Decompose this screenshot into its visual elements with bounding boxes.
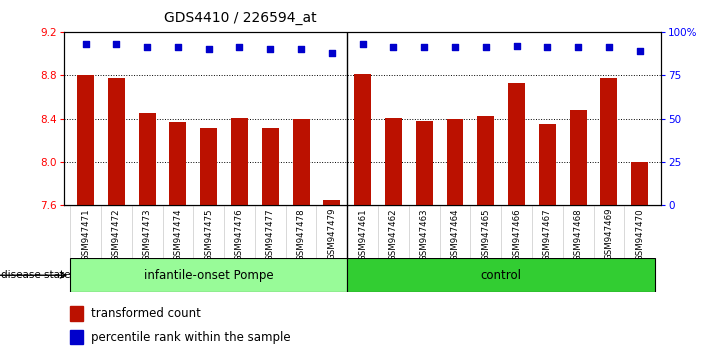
Bar xyxy=(70,330,83,344)
Text: GSM947479: GSM947479 xyxy=(327,208,336,261)
Point xyxy=(419,45,430,50)
Text: GSM947472: GSM947472 xyxy=(112,208,121,261)
Point xyxy=(295,46,306,52)
Bar xyxy=(416,121,433,205)
Text: GSM947465: GSM947465 xyxy=(481,208,491,261)
Bar xyxy=(539,124,556,205)
Text: GSM947461: GSM947461 xyxy=(358,208,367,261)
Text: GSM947467: GSM947467 xyxy=(542,208,552,261)
Bar xyxy=(163,32,193,205)
Bar xyxy=(132,32,163,205)
Text: GSM947477: GSM947477 xyxy=(266,208,274,261)
Point xyxy=(603,45,614,50)
Text: disease state: disease state xyxy=(1,270,70,280)
Bar xyxy=(224,32,255,205)
Point xyxy=(326,50,338,56)
Point xyxy=(449,45,461,50)
Point xyxy=(203,46,215,52)
Text: GSM947468: GSM947468 xyxy=(574,208,582,261)
Text: GSM947462: GSM947462 xyxy=(389,208,398,261)
Bar xyxy=(624,32,655,205)
Text: infantile-onset Pompe: infantile-onset Pompe xyxy=(144,269,274,282)
Bar xyxy=(77,75,94,205)
Bar xyxy=(447,119,464,205)
Bar xyxy=(316,32,347,205)
Bar xyxy=(108,79,125,205)
Point xyxy=(510,43,522,48)
Point xyxy=(387,45,399,50)
Text: transformed count: transformed count xyxy=(91,307,201,320)
Text: percentile rank within the sample: percentile rank within the sample xyxy=(91,331,291,343)
Bar xyxy=(631,162,648,205)
Bar xyxy=(439,32,471,205)
Bar xyxy=(385,118,402,205)
Bar xyxy=(347,32,378,205)
Point xyxy=(234,45,245,50)
Point xyxy=(542,45,553,50)
Point xyxy=(572,45,584,50)
Bar xyxy=(508,83,525,205)
Point xyxy=(141,45,153,50)
Bar xyxy=(471,32,501,205)
Bar xyxy=(231,118,248,205)
Bar xyxy=(262,129,279,205)
Point xyxy=(634,48,646,54)
Bar xyxy=(324,200,341,205)
Text: GSM947463: GSM947463 xyxy=(419,208,429,261)
Point xyxy=(172,45,183,50)
Bar xyxy=(501,32,532,205)
Point xyxy=(357,41,368,47)
Text: GSM947471: GSM947471 xyxy=(81,208,90,261)
Text: GSM947478: GSM947478 xyxy=(296,208,306,261)
Bar xyxy=(292,119,309,205)
Text: GSM947476: GSM947476 xyxy=(235,208,244,261)
Bar xyxy=(70,306,83,321)
Bar xyxy=(594,32,624,205)
Text: GSM947475: GSM947475 xyxy=(204,208,213,261)
Bar xyxy=(378,32,409,205)
Point xyxy=(480,45,491,50)
Bar xyxy=(286,32,316,205)
Bar xyxy=(255,32,286,205)
Point xyxy=(80,41,91,47)
Bar xyxy=(532,32,562,205)
Bar xyxy=(70,32,101,205)
Bar xyxy=(139,113,156,205)
Bar xyxy=(101,32,132,205)
Bar xyxy=(169,122,186,205)
Bar xyxy=(570,110,587,205)
Point xyxy=(111,41,122,47)
Text: GDS4410 / 226594_at: GDS4410 / 226594_at xyxy=(164,11,316,25)
Bar xyxy=(477,116,494,205)
Text: GSM947469: GSM947469 xyxy=(604,208,614,261)
Bar xyxy=(193,32,224,205)
Text: GSM947466: GSM947466 xyxy=(512,208,521,261)
Text: GSM947470: GSM947470 xyxy=(635,208,644,261)
Bar xyxy=(600,79,617,205)
Bar xyxy=(354,74,371,205)
Text: GSM947474: GSM947474 xyxy=(173,208,183,261)
Bar xyxy=(562,32,594,205)
Text: GSM947464: GSM947464 xyxy=(451,208,459,261)
Bar xyxy=(409,32,439,205)
Point xyxy=(264,46,276,52)
Bar xyxy=(347,258,655,292)
Text: GSM947473: GSM947473 xyxy=(143,208,151,261)
Text: control: control xyxy=(481,269,522,282)
Bar xyxy=(201,129,217,205)
Bar xyxy=(70,258,347,292)
